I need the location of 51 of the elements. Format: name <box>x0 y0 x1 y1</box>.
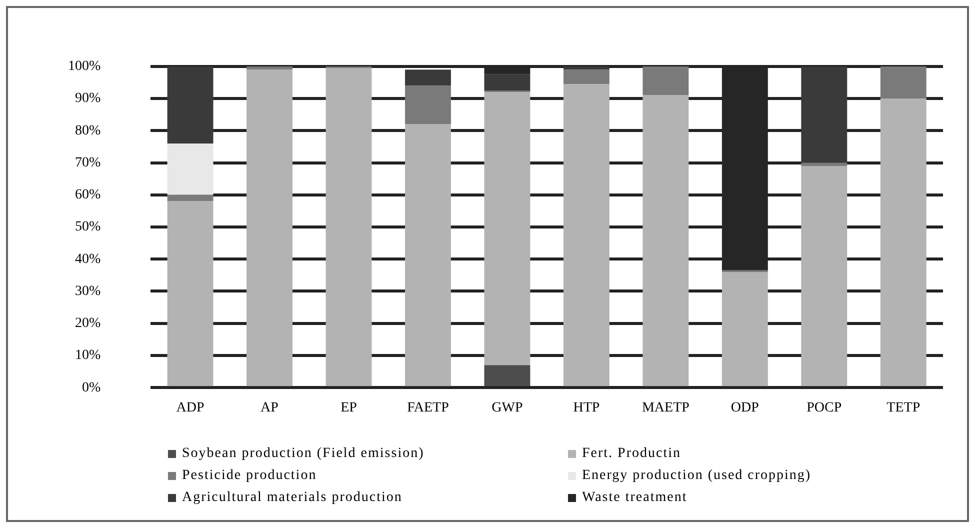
bar <box>167 201 214 386</box>
y-tick-label: 10% <box>74 348 101 364</box>
bar <box>642 66 689 96</box>
y-tick-label: 90% <box>74 91 101 106</box>
bar <box>563 70 610 84</box>
bar <box>880 98 926 386</box>
y-tick-label: 60% <box>74 188 101 203</box>
x-tick-label: GWP <box>492 400 523 416</box>
legend-label: Agricultural materials production <box>182 490 402 506</box>
bar <box>801 66 848 163</box>
bar <box>246 70 292 386</box>
bar <box>405 86 451 124</box>
legend-label: Energy production (used cropping) <box>582 468 812 484</box>
bar <box>642 95 689 386</box>
bar <box>484 365 530 386</box>
x-tick-label: AP <box>260 400 279 416</box>
bar <box>484 92 530 366</box>
bar <box>167 194 214 202</box>
x-tick-label: HTP <box>573 400 600 416</box>
legend-label: Fert. Productin <box>582 446 681 462</box>
bar <box>801 162 848 166</box>
bar <box>880 66 926 99</box>
x-tick-label: POCP <box>806 400 842 416</box>
y-tick-label: 40% <box>74 252 101 267</box>
x-tick-label: EP <box>340 400 358 416</box>
x-tick-label: FAETP <box>407 400 450 416</box>
bar <box>167 66 214 144</box>
bar <box>563 66 610 70</box>
y-tick-label: 50% <box>74 220 101 235</box>
x-tick-label: MAETP <box>642 400 690 416</box>
legend-label: Waste treatment <box>582 490 688 506</box>
y-tick-label: 20% <box>74 316 101 332</box>
legend-label: Soybean production (Field emission) <box>182 446 424 462</box>
y-tick-label: 0% <box>82 380 101 396</box>
bar <box>563 84 610 386</box>
bar <box>405 124 451 386</box>
bar <box>484 74 530 90</box>
bar <box>722 272 768 386</box>
bar <box>167 143 214 195</box>
x-tick-label: ADP <box>176 400 204 416</box>
y-tick-label: 30% <box>74 284 101 299</box>
bar <box>405 70 451 86</box>
y-tick-label: 70% <box>74 155 101 170</box>
y-tick-label: 80% <box>74 123 101 138</box>
x-tick-label: ODP <box>730 400 760 416</box>
legend-label: Pesticide production <box>182 468 317 484</box>
bar <box>326 68 372 386</box>
x-tick-label: TETP <box>886 400 920 416</box>
y-tick-label: 100% <box>68 59 101 74</box>
bar <box>801 166 848 386</box>
bar <box>246 66 292 70</box>
